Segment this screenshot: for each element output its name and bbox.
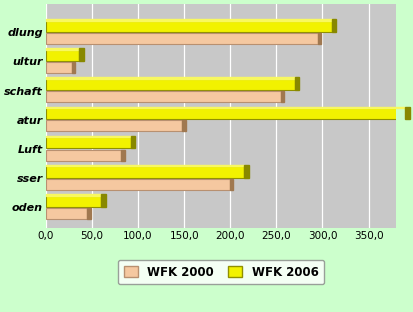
Bar [131,136,135,149]
Bar [244,165,249,178]
Bar [46,179,230,190]
Bar [46,108,406,119]
Legend: WFK 2000, WFK 2006: WFK 2000, WFK 2006 [118,260,325,285]
Bar [46,48,79,50]
Bar [46,50,79,61]
Bar [101,194,106,207]
Bar [46,136,131,137]
Bar [121,149,125,161]
Bar [46,79,295,90]
Bar [406,107,410,119]
Bar [230,179,233,190]
Bar [46,91,281,102]
Bar [332,19,336,32]
Bar [182,120,185,131]
Bar [46,165,244,167]
Bar [46,167,244,178]
Bar [318,33,321,44]
Bar [46,33,318,44]
Bar [46,62,71,73]
Bar [295,77,299,90]
Bar [46,149,121,161]
Bar [46,21,332,32]
Bar [46,19,332,21]
Bar [71,62,75,73]
Bar [46,194,101,196]
Bar [46,208,87,219]
Bar [46,107,406,108]
Bar [46,137,131,149]
Bar [46,77,295,79]
Bar [281,91,284,102]
Bar [79,48,83,61]
Bar [87,208,90,219]
Bar [46,196,101,207]
Bar [46,120,182,131]
